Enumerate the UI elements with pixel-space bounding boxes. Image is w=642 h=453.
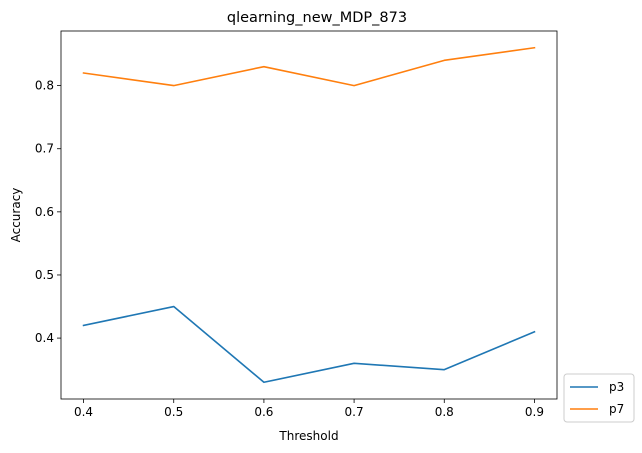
y-axis-title: Accuracy [9, 188, 23, 243]
x-axis: 0.4 0.5 0.6 0.7 0.8 0.9 [74, 399, 544, 419]
y-tick-label: 0.5 [35, 268, 54, 282]
y-tick-label: 0.6 [35, 205, 54, 219]
series-layer [82, 46, 536, 384]
x-tick-label: 0.5 [164, 405, 183, 419]
chart-title: qlearning_new_MDP_873 [227, 10, 407, 26]
legend-label-p3: p3 [609, 380, 624, 394]
legend: p3 p7 [563, 373, 635, 423]
legend-frame [563, 373, 635, 423]
y-axis: 0.4 0.5 0.6 0.7 0.8 [35, 79, 61, 345]
y-tick-label: 0.7 [35, 142, 54, 156]
legend-label-p7: p7 [609, 402, 624, 416]
series-line-p7 [82, 46, 536, 87]
x-axis-title: Threshold [278, 429, 338, 443]
x-tick-label: 0.7 [345, 405, 364, 419]
series-line-p3 [82, 305, 536, 384]
x-tick-label: 0.8 [435, 405, 454, 419]
y-tick-label: 0.4 [35, 331, 54, 345]
x-tick-label: 0.4 [74, 405, 93, 419]
y-tick-label: 0.8 [35, 79, 54, 93]
x-tick-label: 0.9 [525, 405, 544, 419]
x-tick-label: 0.6 [254, 405, 273, 419]
plot-area-frame [60, 30, 558, 400]
